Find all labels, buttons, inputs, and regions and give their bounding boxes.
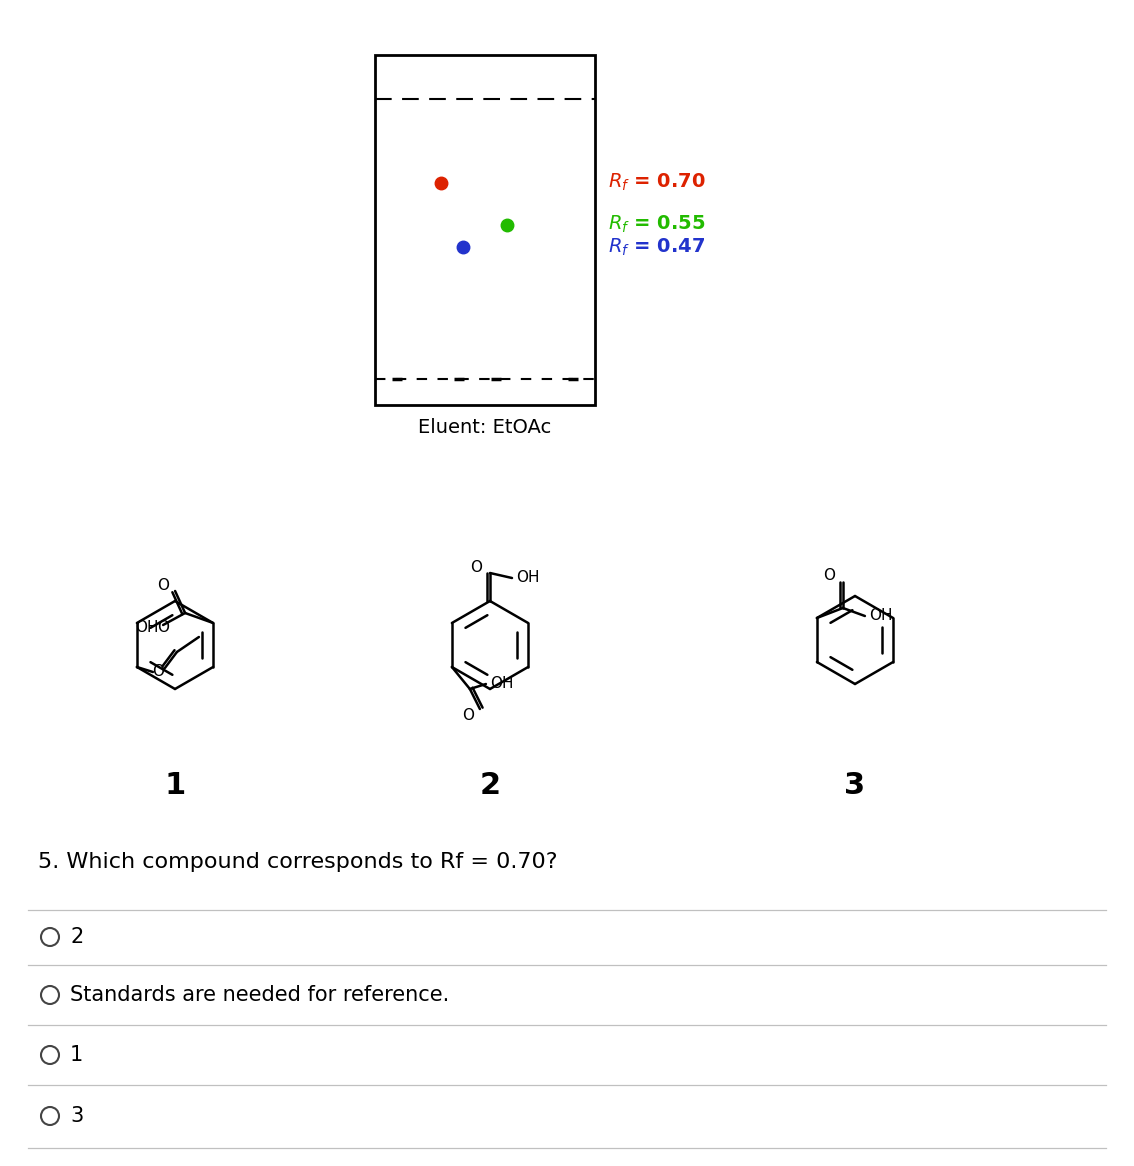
Text: OH: OH <box>516 570 540 585</box>
Text: O: O <box>152 665 164 680</box>
Text: 1: 1 <box>164 771 186 800</box>
Text: O: O <box>158 577 169 592</box>
Text: $R_f$ = 0.55: $R_f$ = 0.55 <box>608 215 705 236</box>
Text: OH: OH <box>135 620 159 635</box>
Text: 5. Which compound corresponds to Rf = 0.70?: 5. Which compound corresponds to Rf = 0.… <box>39 852 558 872</box>
Text: O: O <box>156 620 169 635</box>
Text: Standards are needed for reference.: Standards are needed for reference. <box>70 985 449 1005</box>
Text: OH: OH <box>490 676 514 691</box>
Text: $R_f$ = 0.70: $R_f$ = 0.70 <box>608 173 705 194</box>
Text: O: O <box>462 708 474 723</box>
Text: 2: 2 <box>70 927 83 947</box>
Text: O: O <box>469 561 482 576</box>
Text: 3: 3 <box>70 1107 83 1126</box>
Text: $R_f$ = 0.47: $R_f$ = 0.47 <box>608 237 705 258</box>
Text: Eluent: EtOAc: Eluent: EtOAc <box>418 417 551 437</box>
Text: 1: 1 <box>70 1045 83 1065</box>
Text: OH: OH <box>869 609 892 624</box>
Text: 2: 2 <box>480 771 500 800</box>
Text: O: O <box>823 569 835 583</box>
Bar <box>375 55 595 405</box>
Text: 3: 3 <box>845 771 865 800</box>
